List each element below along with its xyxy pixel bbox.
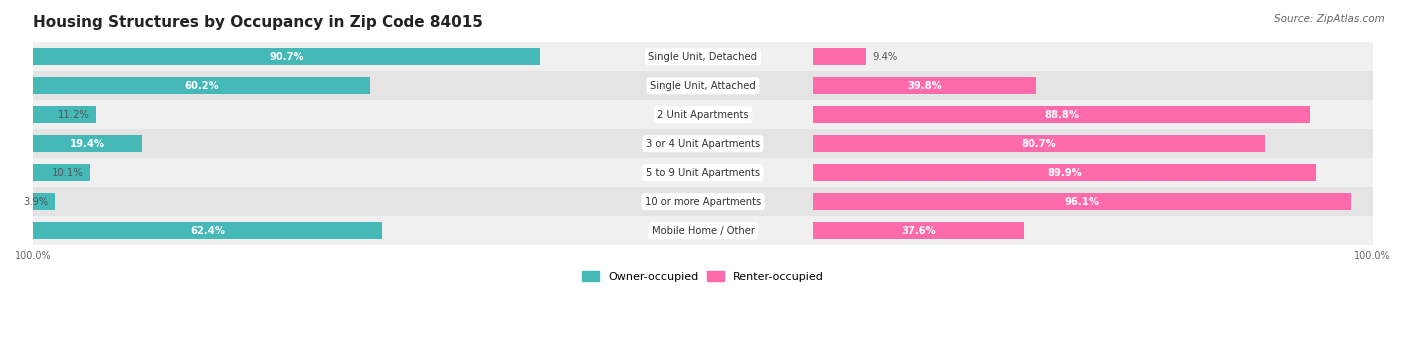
Bar xyxy=(34,77,370,94)
Bar xyxy=(814,106,1310,123)
Bar xyxy=(34,48,540,65)
Legend: Owner-occupied, Renter-occupied: Owner-occupied, Renter-occupied xyxy=(578,267,828,286)
Bar xyxy=(34,100,1372,129)
Bar xyxy=(814,164,1316,181)
Text: 62.4%: 62.4% xyxy=(190,226,225,236)
Text: 9.4%: 9.4% xyxy=(873,52,898,62)
Text: 96.1%: 96.1% xyxy=(1064,197,1099,207)
Text: 19.4%: 19.4% xyxy=(70,139,105,149)
Bar xyxy=(814,135,1265,152)
Text: 39.8%: 39.8% xyxy=(907,81,942,91)
Text: 88.8%: 88.8% xyxy=(1045,110,1080,120)
Bar xyxy=(814,48,866,65)
Text: 2 Unit Apartments: 2 Unit Apartments xyxy=(657,110,749,120)
Bar xyxy=(34,193,55,210)
Text: 60.2%: 60.2% xyxy=(184,81,219,91)
Bar xyxy=(34,164,90,181)
Bar xyxy=(34,129,1372,158)
Text: Single Unit, Attached: Single Unit, Attached xyxy=(650,81,756,91)
Bar xyxy=(34,158,1372,187)
Text: 10 or more Apartments: 10 or more Apartments xyxy=(645,197,761,207)
Text: 5 to 9 Unit Apartments: 5 to 9 Unit Apartments xyxy=(645,168,761,178)
Bar xyxy=(34,216,1372,245)
Bar xyxy=(814,222,1024,239)
Text: 10.1%: 10.1% xyxy=(52,168,83,178)
Text: Mobile Home / Other: Mobile Home / Other xyxy=(651,226,755,236)
Bar xyxy=(814,193,1351,210)
Text: Single Unit, Detached: Single Unit, Detached xyxy=(648,52,758,62)
Bar xyxy=(34,42,1372,71)
Bar xyxy=(34,106,96,123)
Text: Housing Structures by Occupancy in Zip Code 84015: Housing Structures by Occupancy in Zip C… xyxy=(34,15,484,30)
Bar xyxy=(34,71,1372,100)
Bar xyxy=(34,135,142,152)
Text: 90.7%: 90.7% xyxy=(270,52,304,62)
Text: 3 or 4 Unit Apartments: 3 or 4 Unit Apartments xyxy=(645,139,761,149)
Text: Source: ZipAtlas.com: Source: ZipAtlas.com xyxy=(1274,14,1385,24)
Bar xyxy=(34,187,1372,216)
Bar xyxy=(34,222,382,239)
Text: 89.9%: 89.9% xyxy=(1047,168,1083,178)
Text: 80.7%: 80.7% xyxy=(1022,139,1056,149)
Text: 11.2%: 11.2% xyxy=(58,110,89,120)
Bar xyxy=(814,77,1036,94)
Text: 37.6%: 37.6% xyxy=(901,226,936,236)
Text: 3.9%: 3.9% xyxy=(22,197,48,207)
